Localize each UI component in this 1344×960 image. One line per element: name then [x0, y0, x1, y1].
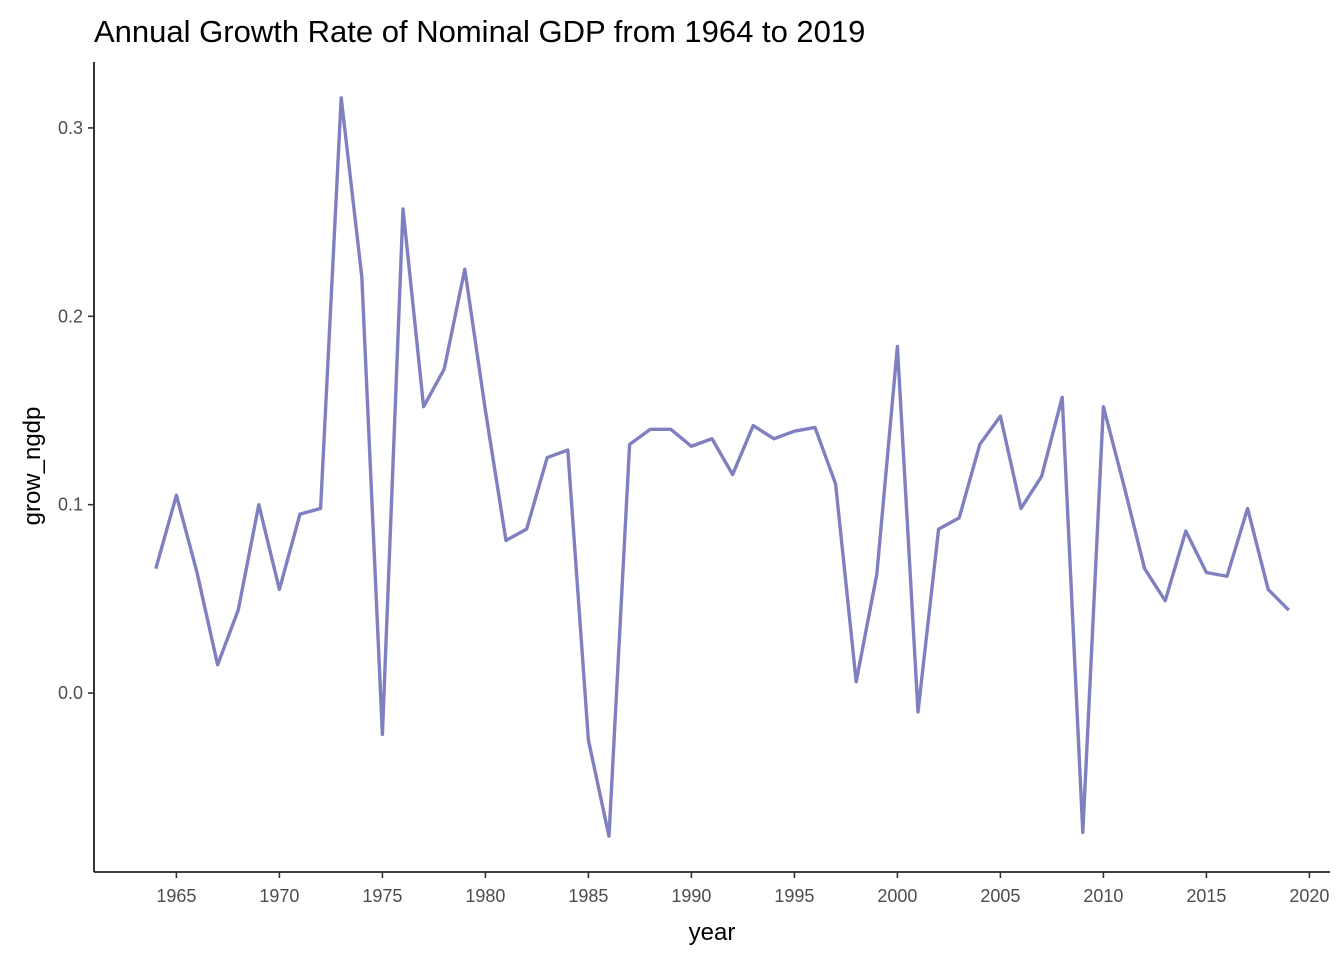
y-tick-label: 0.3: [58, 118, 83, 138]
data-point-2004: [977, 441, 983, 447]
data-point-1993: [750, 423, 756, 429]
data-point-1979: [462, 266, 468, 272]
data-point-2008: [1059, 394, 1065, 400]
data-point-2011: [1121, 483, 1127, 489]
data-point-2002: [936, 526, 942, 532]
x-tick-label: 1970: [259, 886, 299, 906]
data-point-1990: [688, 443, 694, 449]
x-tick-label: 1975: [362, 886, 402, 906]
data-point-1976: [400, 206, 406, 212]
data-point-1992: [730, 472, 736, 478]
x-tick-label: 2000: [877, 886, 917, 906]
data-point-2006: [1018, 505, 1024, 511]
data-point-2019: [1286, 607, 1292, 613]
data-point-2000: [894, 343, 900, 349]
data-point-1982: [524, 526, 530, 532]
data-point-1970: [276, 586, 282, 592]
data-point-1991: [709, 436, 715, 442]
data-point-1969: [256, 502, 262, 508]
x-tick-label: 1990: [671, 886, 711, 906]
x-tick-label: 2010: [1083, 886, 1123, 906]
x-tick-label: 1985: [568, 886, 608, 906]
y-tick-label: 0.1: [58, 495, 83, 515]
data-point-1966: [194, 569, 200, 575]
data-point-1986: [606, 833, 612, 839]
data-point-2009: [1080, 829, 1086, 835]
data-point-2017: [1245, 505, 1251, 511]
x-tick-label: 1995: [774, 886, 814, 906]
data-point-1996: [812, 424, 818, 430]
data-point-1985: [585, 737, 591, 743]
data-point-1967: [215, 662, 221, 668]
x-tick-label: 2005: [980, 886, 1020, 906]
data-point-2005: [997, 413, 1003, 419]
data-point-2015: [1203, 569, 1209, 575]
data-point-2016: [1224, 573, 1230, 579]
data-point-1981: [503, 537, 509, 543]
data-point-1972: [318, 505, 324, 511]
data-point-2013: [1162, 598, 1168, 604]
x-tick-label: 1980: [465, 886, 505, 906]
data-point-2003: [956, 515, 962, 521]
data-point-1984: [565, 447, 571, 453]
data-point-2018: [1265, 586, 1271, 592]
data-point-2007: [1039, 473, 1045, 479]
data-point-2014: [1183, 528, 1189, 534]
y-tick-label: 0.0: [58, 683, 83, 703]
data-point-1977: [421, 404, 427, 410]
y-tick-label: 0.2: [58, 306, 83, 326]
data-point-1964: [153, 566, 159, 572]
data-point-1975: [379, 731, 385, 737]
data-point-1965: [173, 492, 179, 498]
data-point-1971: [297, 511, 303, 517]
y-axis-title: grow_ngdp: [19, 407, 46, 526]
data-point-1978: [441, 366, 447, 372]
data-point-1999: [874, 571, 880, 577]
data-point-1974: [359, 274, 365, 280]
x-tick-label: 2020: [1289, 886, 1329, 906]
plot-area: [153, 95, 1292, 839]
data-point-1998: [853, 679, 859, 685]
data-point-1995: [791, 428, 797, 434]
data-point-1983: [544, 455, 550, 461]
data-point-1989: [668, 426, 674, 432]
chart-title: Annual Growth Rate of Nominal GDP from 1…: [94, 14, 865, 49]
data-point-1994: [771, 436, 777, 442]
data-point-1968: [235, 607, 241, 613]
x-axis-title: year: [689, 919, 736, 946]
x-tick-label: 2015: [1186, 886, 1226, 906]
data-point-1980: [482, 407, 488, 413]
data-point-1987: [627, 441, 633, 447]
data-point-1988: [647, 426, 653, 432]
data-point-2001: [915, 709, 921, 715]
x-axis-ticks: 1965 1970 1975 1980 1985 1990 1995 2000 2005 2010…: [156, 872, 1329, 906]
data-point-2012: [1142, 566, 1148, 572]
data-point-1973: [338, 95, 344, 101]
data-point-2010: [1100, 404, 1106, 410]
y-axis-ticks: 0.0 0.1 0.2 0.3: [58, 118, 94, 703]
data-point-1997: [833, 481, 839, 487]
series-line-grow_ngdp: [154, 96, 1291, 838]
x-tick-label: 1965: [156, 886, 196, 906]
